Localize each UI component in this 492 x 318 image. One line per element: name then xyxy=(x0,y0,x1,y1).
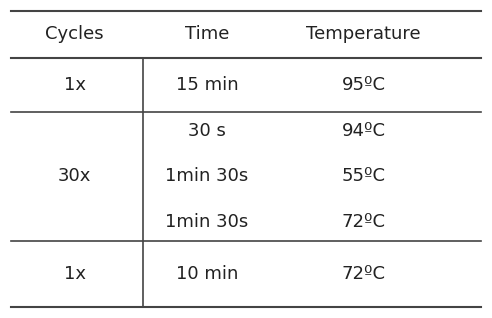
Text: Time: Time xyxy=(184,25,229,44)
Text: 15 min: 15 min xyxy=(176,76,238,94)
Text: 30x: 30x xyxy=(58,167,92,185)
Text: 95ºC: 95ºC xyxy=(341,76,385,94)
Text: Temperature: Temperature xyxy=(306,25,421,44)
Text: 94ºC: 94ºC xyxy=(341,122,385,140)
Text: 30 s: 30 s xyxy=(188,122,226,140)
Text: 1x: 1x xyxy=(64,265,86,283)
Text: 72ºC: 72ºC xyxy=(341,265,385,283)
Text: 1min 30s: 1min 30s xyxy=(165,212,248,231)
Text: Cycles: Cycles xyxy=(45,25,104,44)
Text: 1x: 1x xyxy=(64,76,86,94)
Text: 1min 30s: 1min 30s xyxy=(165,167,248,185)
Text: 55ºC: 55ºC xyxy=(341,167,385,185)
Text: 72ºC: 72ºC xyxy=(341,212,385,231)
Text: 10 min: 10 min xyxy=(176,265,238,283)
